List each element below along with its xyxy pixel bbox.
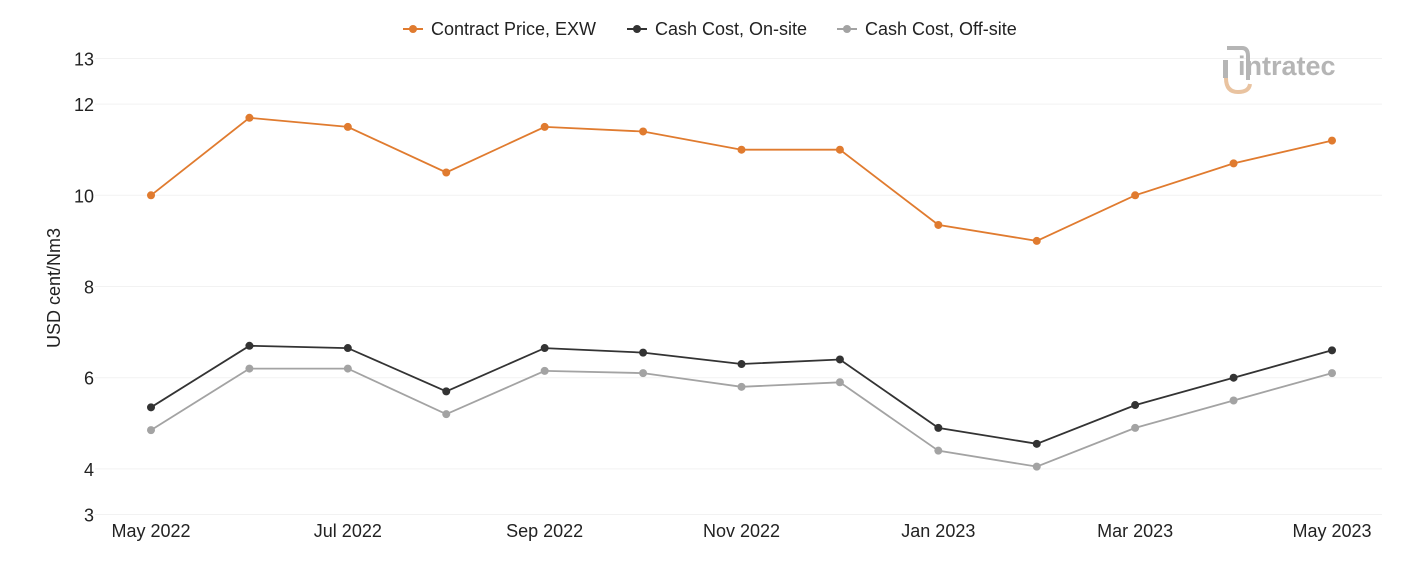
legend-label: Cash Cost, Off-site [865,19,1017,39]
data-point [835,145,844,154]
legend-item: Cash Cost, On-site [627,19,807,39]
data-point [245,341,254,350]
y-tick-label: 10 [74,186,94,206]
data-point [1229,373,1238,382]
data-point [442,410,451,419]
series-line [150,116,1333,242]
watermark-text: intratec [1238,51,1336,81]
data-point [442,387,451,396]
x-tick-label: Sep 2022 [506,521,583,541]
y-axis-title: USD cent/Nm3 [44,228,64,348]
legend-item: Cash Cost, Off-site [837,19,1017,39]
data-point [1032,439,1041,448]
data-point [147,403,155,412]
x-tick-label: Mar 2023 [1097,521,1173,541]
legend-swatch-marker [843,25,851,33]
data-point [343,122,352,131]
data-point [1131,191,1140,200]
y-tick-label: 3 [84,506,94,526]
legend-label: Cash Cost, On-site [655,19,807,39]
legend-swatch-marker [409,25,417,33]
data-point [737,360,746,369]
data-point [1032,236,1041,245]
series-layer [147,113,1336,471]
data-point [442,168,451,177]
y-tick-label: 12 [74,95,94,115]
legend-item: Contract Price, EXW [403,19,596,39]
data-point [540,366,549,375]
y-axis-ticks: 3 4 6 8 10 12 13 [74,50,94,526]
data-point [245,364,254,373]
data-point [835,355,844,364]
data-point [639,348,648,357]
data-point [737,145,746,154]
data-point [540,122,549,131]
intratec-logo-icon [1223,46,1252,95]
data-point [737,382,746,391]
x-tick-label: Nov 2022 [703,521,780,541]
data-point [1328,369,1336,378]
data-point [639,369,648,378]
y-tick-label: 6 [84,369,94,389]
x-tick-label: Jan 2023 [901,521,975,541]
data-point [1032,462,1041,471]
series-3 [147,364,1336,471]
series-2 [147,341,1336,448]
legend-swatch-marker [633,25,641,33]
x-tick-label: May 2023 [1292,521,1371,541]
data-point [343,344,352,353]
data-point [1328,136,1336,145]
series-1 [147,113,1336,245]
x-tick-label: Jul 2022 [314,521,382,541]
data-point [1229,159,1238,168]
x-axis-ticks: May 2022 Jul 2022 Sep 2022 Nov 2022 Jan 2023… [111,521,1371,541]
data-point [245,113,254,122]
data-point [147,426,155,435]
y-tick-label: 8 [84,278,94,298]
data-point [1328,346,1336,355]
data-point [835,378,844,387]
data-point [1131,401,1140,410]
y-tick-label: 13 [74,50,94,70]
legend: Contract Price, EXW Cash Cost, On-site Cas… [403,19,1017,39]
gridlines [95,58,1382,515]
data-point [1131,423,1140,432]
x-tick-label: May 2022 [111,521,190,541]
data-point [540,344,549,353]
data-point [343,364,352,373]
intratec-watermark: intratec [1223,46,1336,95]
y-tick-label: 4 [84,460,94,480]
data-point [639,127,648,136]
data-point [934,423,943,432]
data-point [934,220,943,229]
data-point [1229,396,1238,405]
data-point [934,446,943,455]
legend-label: Contract Price, EXW [431,19,596,39]
data-point [147,191,155,200]
